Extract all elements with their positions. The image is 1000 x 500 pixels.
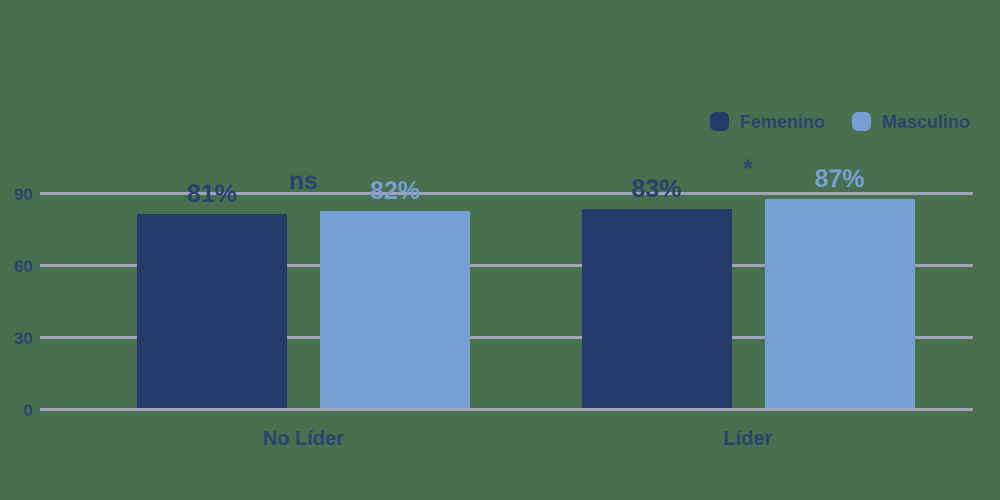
y-tick-30: 30 — [14, 329, 33, 348]
x-label-lider: Líder — [723, 428, 773, 450]
gridline-90 — [40, 192, 973, 195]
value-label-femenino-lider: 83% — [631, 174, 682, 203]
legend-swatch-masculino — [851, 112, 871, 131]
value-label-femenino-no-lider: 81% — [186, 179, 238, 208]
y-tick-90: 90 — [14, 185, 33, 204]
y-tick-60: 60 — [14, 257, 33, 276]
legend-label-masculino: Masculino — [881, 111, 970, 132]
annotation-lider: * — [743, 155, 753, 184]
bar-femenino-lider — [581, 208, 732, 408]
legend-item-femenino: Femenino — [709, 111, 825, 132]
y-tick-0: 0 — [23, 401, 33, 420]
annotation-no-lider: ns — [288, 167, 319, 196]
gridline-0 — [40, 408, 973, 411]
x-label-no-lider: No Líder — [262, 428, 345, 450]
value-label-masculino-lider: 87% — [814, 165, 865, 194]
legend-item-masculino: Masculino — [851, 111, 970, 132]
gridline-30 — [40, 336, 973, 339]
bar-masculino-lider — [764, 199, 915, 408]
bar-masculino-no-lider — [320, 211, 470, 408]
value-label-masculino-no-lider: 82% — [369, 177, 421, 206]
legend-swatch-femenino — [709, 112, 729, 131]
bar-femenino-no-lider — [137, 213, 287, 408]
chart-legend: Femenino Masculino — [709, 111, 970, 132]
legend-label-femenino: Femenino — [739, 111, 825, 132]
gridline-60 — [40, 264, 973, 267]
